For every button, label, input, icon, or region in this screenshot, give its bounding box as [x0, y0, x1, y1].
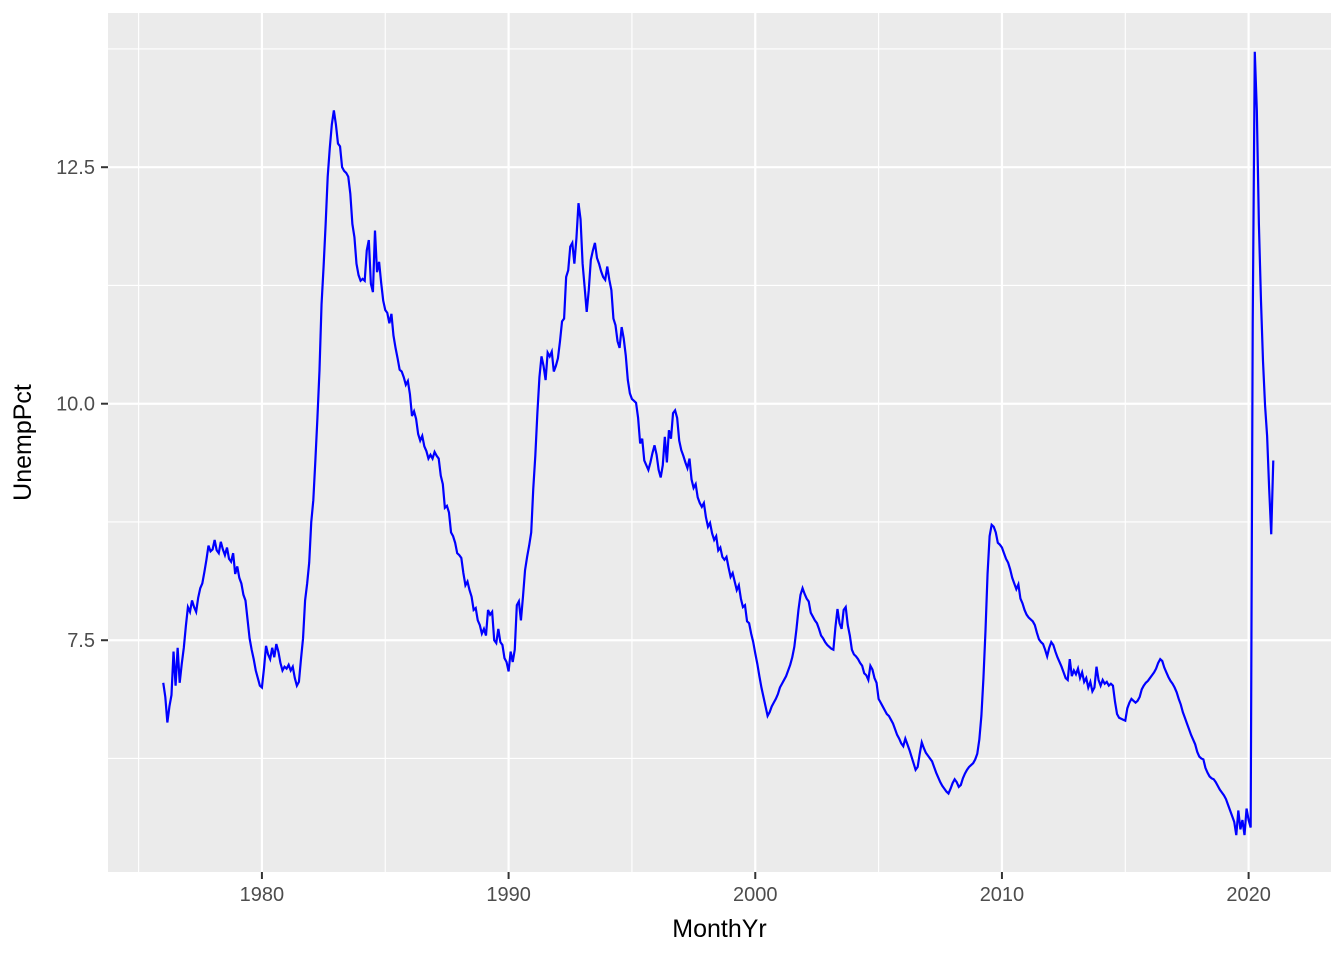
grid-major-lines — [108, 13, 1331, 872]
y-tick-label: 7.5 — [67, 630, 95, 652]
y-tick-label: 12.5 — [56, 157, 95, 179]
plot-panel — [108, 13, 1331, 872]
x-tick-label: 1980 — [240, 884, 285, 906]
unemppct-series-line — [162, 51, 1275, 836]
y-tick-label: 10.0 — [56, 394, 95, 416]
y-axis-title: UnempPct — [9, 384, 37, 501]
panel-background — [108, 13, 1331, 872]
axis-tick-labels: 1980 1990 2000 2010 2020 7.5 10.0 12.5 — [56, 157, 1271, 906]
x-tick-label: 2000 — [733, 884, 778, 906]
x-axis-title: MonthYr — [672, 915, 766, 943]
data-series-line — [162, 51, 1275, 836]
x-tick-label: 2010 — [980, 884, 1025, 906]
x-tick-label: 2020 — [1226, 884, 1271, 906]
axis-tick-marks — [101, 166, 1250, 879]
x-tick-label: 1990 — [486, 884, 531, 906]
